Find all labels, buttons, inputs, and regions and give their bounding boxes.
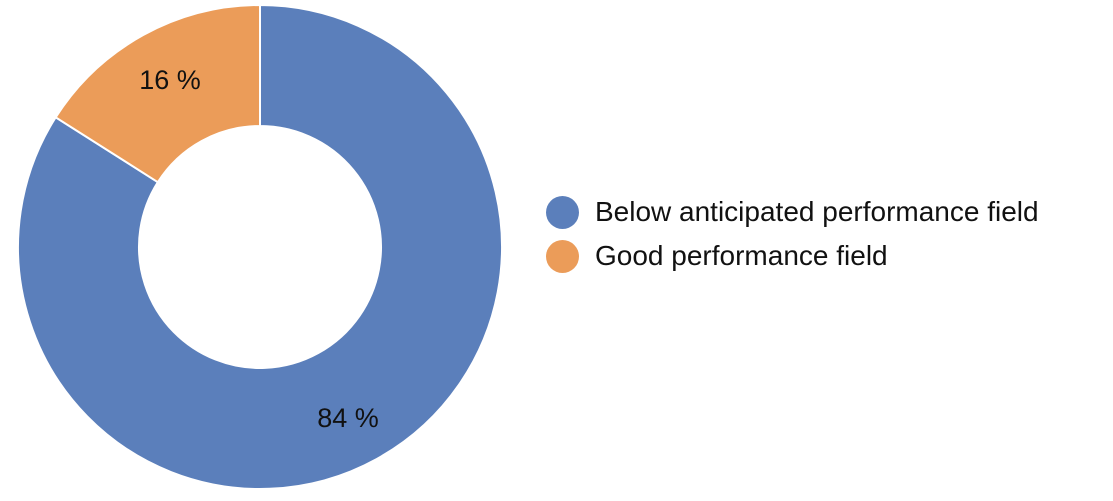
slice-below-anticipated[interactable]	[17, 3, 503, 490]
legend-swatch-good-performance	[546, 239, 579, 273]
donut-plot-area: 84 % 16 %	[17, 3, 503, 490]
legend-item-good-performance[interactable]: Good performance field	[546, 234, 1039, 278]
legend-swatch-below-anticipated	[546, 195, 579, 229]
data-label-good-performance: 16 %	[139, 65, 201, 95]
legend: Below anticipated performance field Good…	[546, 190, 1039, 278]
legend-label-below-anticipated: Below anticipated performance field	[595, 196, 1039, 227]
legend-item-below-anticipated[interactable]: Below anticipated performance field	[546, 190, 1039, 234]
legend-label-good-performance: Good performance field	[595, 240, 888, 271]
slice-good-performance[interactable]	[54, 3, 261, 184]
data-label-below-anticipated: 84 %	[317, 403, 379, 433]
